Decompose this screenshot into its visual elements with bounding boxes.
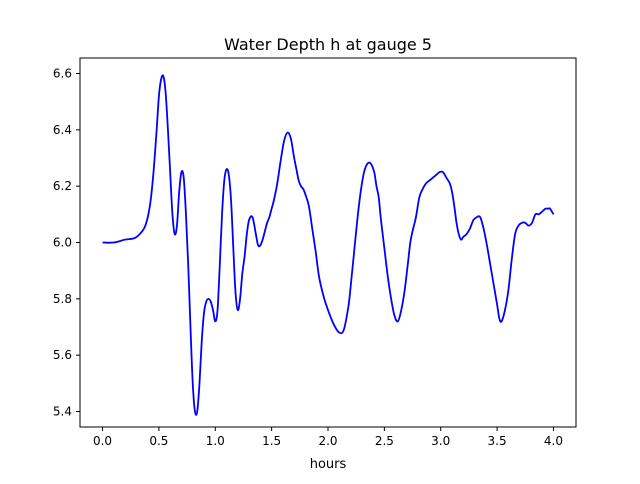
axes-frame: [79, 57, 577, 428]
x-tick-label: 2.5: [375, 434, 394, 448]
x-tick-label: 3.0: [431, 434, 450, 448]
x-tick-label: 3.5: [488, 434, 507, 448]
chart-title: Water Depth h at gauge 5: [224, 35, 432, 54]
y-tick-label: 6.6: [53, 66, 72, 80]
x-axis-label: hours: [310, 457, 347, 472]
x-tick-label: 0.0: [93, 434, 112, 448]
x-tick-label: 1.5: [262, 434, 281, 448]
x-tick-label: 2.0: [318, 434, 337, 448]
y-tick-label: 5.4: [53, 405, 72, 419]
x-tick-label: 4.0: [544, 434, 563, 448]
x-tick-label: 1.0: [206, 434, 225, 448]
y-tick-label: 5.6: [53, 348, 72, 362]
y-tick-label: 6.2: [53, 179, 72, 193]
y-tick-label: 6.0: [53, 236, 72, 250]
y-tick-label: 5.8: [53, 292, 72, 306]
axis-ticks: 0.0 0.5 1.0 1.5 2.0 2.5 3.0 3.5 4.0 5.4 5.6 5.8 6.0 6…: [53, 66, 563, 448]
x-tick-label: 0.5: [149, 434, 168, 448]
plot-area: [102, 74, 555, 416]
y-tick-label: 6.4: [53, 123, 72, 137]
series-line-0: [102, 74, 555, 416]
